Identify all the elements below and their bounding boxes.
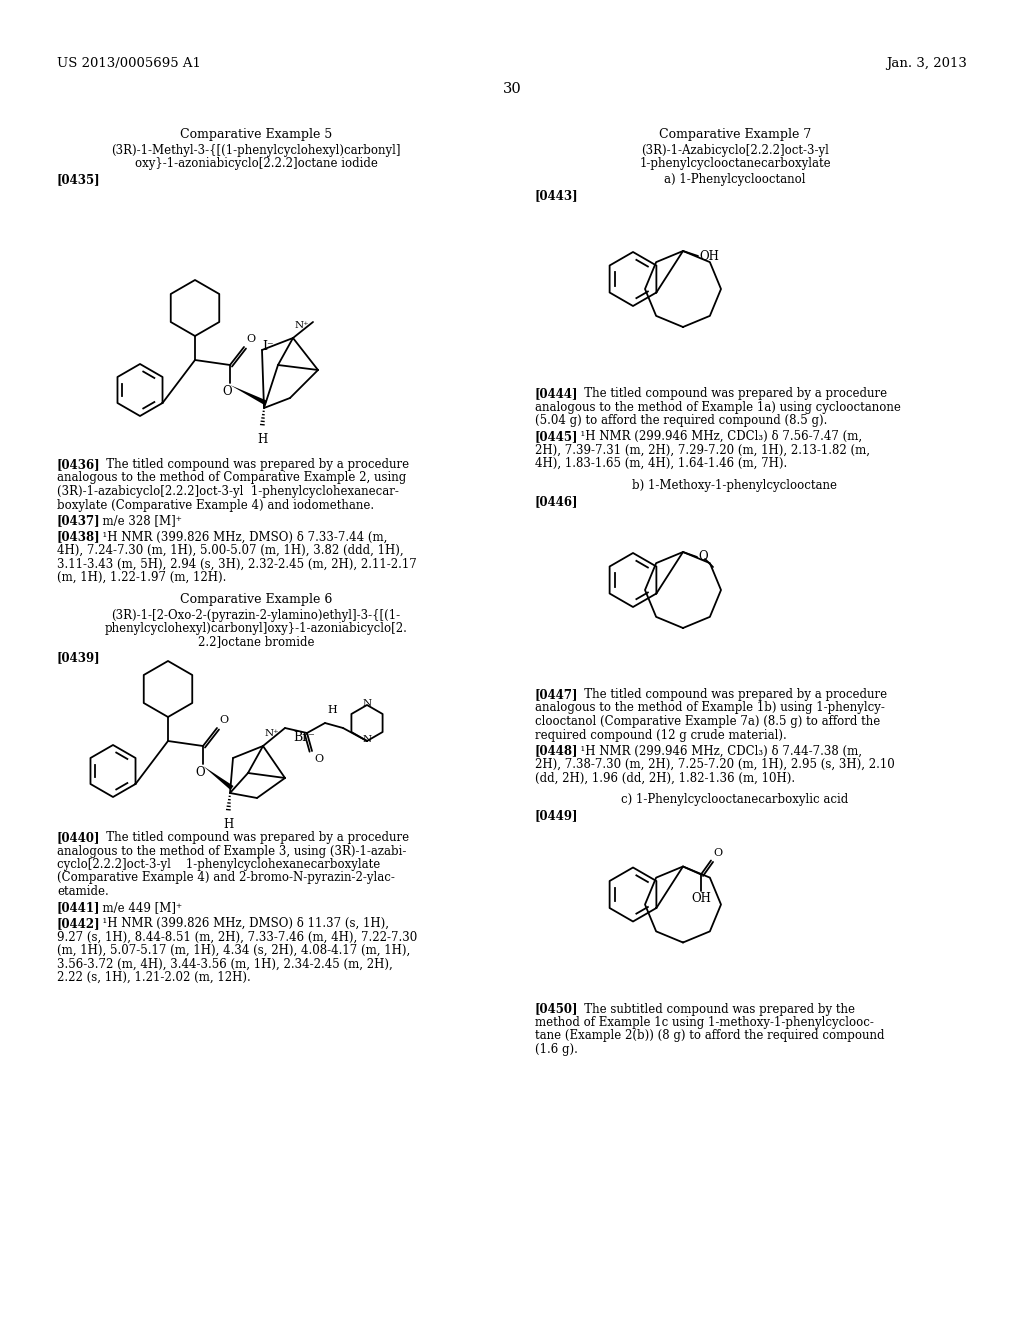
Text: cyclo[2.2.2]oct-3-yl    1-phenylcyclohexanecarboxylate: cyclo[2.2.2]oct-3-yl 1-phenylcyclohexane… [57, 858, 380, 871]
Text: [0441]: [0441] [57, 902, 100, 913]
Text: [0446]: [0446] [535, 495, 579, 508]
Text: Jan. 3, 2013: Jan. 3, 2013 [886, 57, 967, 70]
Text: H: H [327, 705, 337, 715]
Text: 2.22 (s, 1H), 1.21-2.02 (m, 12H).: 2.22 (s, 1H), 1.21-2.02 (m, 12H). [57, 972, 251, 983]
Text: [0447]: [0447] [535, 688, 579, 701]
Text: Comparative Example 6: Comparative Example 6 [180, 593, 332, 606]
Text: (3R)-1-Methyl-3-{[(1-phenylcyclohexyl)carbonyl]: (3R)-1-Methyl-3-{[(1-phenylcyclohexyl)ca… [112, 144, 400, 157]
Text: tane (Example 2(b)) (8 g) to afford the required compound: tane (Example 2(b)) (8 g) to afford the … [535, 1030, 885, 1043]
Text: oxy}-1-azoniabicyclo[2.2.2]octane iodide: oxy}-1-azoniabicyclo[2.2.2]octane iodide [134, 157, 378, 170]
Text: b) 1-Methoxy-1-phenylcyclooctane: b) 1-Methoxy-1-phenylcyclooctane [633, 479, 838, 492]
Text: analogous to the method of Example 1b) using 1-phenylcy-: analogous to the method of Example 1b) u… [535, 701, 885, 714]
Text: 2H), 7.39-7.31 (m, 2H), 7.29-7.20 (m, 1H), 2.13-1.82 (m,: 2H), 7.39-7.31 (m, 2H), 7.29-7.20 (m, 1H… [535, 444, 870, 457]
Text: The titled compound was prepared by a procedure: The titled compound was prepared by a pr… [573, 387, 887, 400]
Text: O: O [219, 715, 228, 725]
Text: US 2013/0005695 A1: US 2013/0005695 A1 [57, 57, 201, 70]
Text: O: O [314, 754, 324, 764]
Text: 3.56-3.72 (m, 4H), 3.44-3.56 (m, 1H), 2.34-2.45 (m, 2H),: 3.56-3.72 (m, 4H), 3.44-3.56 (m, 1H), 2.… [57, 957, 393, 970]
Text: (m, 1H), 5.07-5.17 (m, 1H), 4.34 (s, 2H), 4.08-4.17 (m, 1H),: (m, 1H), 5.07-5.17 (m, 1H), 4.34 (s, 2H)… [57, 944, 411, 957]
Text: N: N [362, 698, 372, 708]
Text: N⁺: N⁺ [295, 321, 309, 330]
Text: (3R)-1-azabicyclo[2.2.2]oct-3-yl  1-phenylcyclohexanecar-: (3R)-1-azabicyclo[2.2.2]oct-3-yl 1-pheny… [57, 484, 399, 498]
Text: [0438]: [0438] [57, 531, 100, 544]
Text: [0449]: [0449] [535, 809, 579, 822]
Text: OH: OH [699, 249, 719, 263]
Text: ¹H NMR (299.946 MHz, CDCl₃) δ 7.56-7.47 (m,: ¹H NMR (299.946 MHz, CDCl₃) δ 7.56-7.47 … [573, 430, 862, 444]
Polygon shape [230, 385, 267, 405]
Text: 2.2]octane bromide: 2.2]octane bromide [198, 635, 314, 648]
Text: O: O [698, 550, 708, 564]
Text: O: O [222, 385, 231, 399]
Text: 1-phenylcyclooctanecarboxylate: 1-phenylcyclooctanecarboxylate [639, 157, 830, 170]
Text: 4H), 7.24-7.30 (m, 1H), 5.00-5.07 (m, 1H), 3.82 (ddd, 1H),: 4H), 7.24-7.30 (m, 1H), 5.00-5.07 (m, 1H… [57, 544, 403, 557]
Text: 9.27 (s, 1H), 8.44-8.51 (m, 2H), 7.33-7.46 (m, 4H), 7.22-7.30: 9.27 (s, 1H), 8.44-8.51 (m, 2H), 7.33-7.… [57, 931, 417, 944]
Text: I⁻: I⁻ [262, 341, 273, 352]
Text: [0450]: [0450] [535, 1002, 579, 1015]
Text: required compound (12 g crude material).: required compound (12 g crude material). [535, 729, 786, 742]
Text: [0439]: [0439] [57, 651, 100, 664]
Text: (5.04 g) to afford the required compound (8.5 g).: (5.04 g) to afford the required compound… [535, 414, 827, 426]
Text: Br⁻: Br⁻ [293, 731, 314, 744]
Text: analogous to the method of Example 1a) using cyclooctanone: analogous to the method of Example 1a) u… [535, 400, 901, 413]
Text: H: H [257, 433, 267, 446]
Text: [0435]: [0435] [57, 173, 100, 186]
Text: H: H [223, 818, 233, 832]
Text: O: O [713, 847, 722, 858]
Text: (dd, 2H), 1.96 (dd, 2H), 1.82-1.36 (m, 10H).: (dd, 2H), 1.96 (dd, 2H), 1.82-1.36 (m, 1… [535, 771, 795, 784]
Text: m/e 328 [M]⁺: m/e 328 [M]⁺ [95, 515, 182, 528]
Text: m/e 449 [M]⁺: m/e 449 [M]⁺ [95, 902, 182, 913]
Text: Comparative Example 5: Comparative Example 5 [180, 128, 332, 141]
Text: 2H), 7.38-7.30 (m, 2H), 7.25-7.20 (m, 1H), 2.95 (s, 3H), 2.10: 2H), 7.38-7.30 (m, 2H), 7.25-7.20 (m, 1H… [535, 758, 895, 771]
Text: ¹H NMR (399.826 MHz, DMSO) δ 7.33-7.44 (m,: ¹H NMR (399.826 MHz, DMSO) δ 7.33-7.44 (… [95, 531, 387, 544]
Text: [0437]: [0437] [57, 515, 100, 528]
Text: The titled compound was prepared by a procedure: The titled compound was prepared by a pr… [95, 832, 410, 843]
Text: O: O [246, 334, 255, 345]
Text: [0444]: [0444] [535, 387, 579, 400]
Text: clooctanol (Comparative Example 7a) (8.5 g) to afford the: clooctanol (Comparative Example 7a) (8.5… [535, 715, 881, 729]
Text: [0448]: [0448] [535, 744, 579, 758]
Text: 4H), 1.83-1.65 (m, 4H), 1.64-1.46 (m, 7H).: 4H), 1.83-1.65 (m, 4H), 1.64-1.46 (m, 7H… [535, 457, 787, 470]
Text: (1.6 g).: (1.6 g). [535, 1043, 578, 1056]
Text: (m, 1H), 1.22-1.97 (m, 12H).: (m, 1H), 1.22-1.97 (m, 12H). [57, 572, 226, 583]
Text: (3R)-1-Azabicyclo[2.2.2]oct-3-yl: (3R)-1-Azabicyclo[2.2.2]oct-3-yl [641, 144, 829, 157]
Text: N: N [362, 734, 372, 743]
Text: The titled compound was prepared by a procedure: The titled compound was prepared by a pr… [95, 458, 410, 471]
Text: The titled compound was prepared by a procedure: The titled compound was prepared by a pr… [573, 688, 887, 701]
Text: c) 1-Phenylcyclooctanecarboxylic acid: c) 1-Phenylcyclooctanecarboxylic acid [622, 793, 849, 807]
Text: analogous to the method of Comparative Example 2, using: analogous to the method of Comparative E… [57, 471, 407, 484]
Polygon shape [203, 766, 233, 789]
Text: [0440]: [0440] [57, 832, 100, 843]
Text: ¹H NMR (299.946 MHz, CDCl₃) δ 7.44-7.38 (m,: ¹H NMR (299.946 MHz, CDCl₃) δ 7.44-7.38 … [573, 744, 862, 758]
Text: The subtitled compound was prepared by the: The subtitled compound was prepared by t… [573, 1002, 855, 1015]
Text: (Comparative Example 4) and 2-bromo-N-pyrazin-2-ylac-: (Comparative Example 4) and 2-bromo-N-py… [57, 871, 395, 884]
Text: a) 1-Phenylcyclooctanol: a) 1-Phenylcyclooctanol [665, 173, 806, 186]
Text: phenylcyclohexyl)carbonyl]oxy}-1-azoniabicyclo[2.: phenylcyclohexyl)carbonyl]oxy}-1-azoniab… [104, 622, 408, 635]
Text: [0442]: [0442] [57, 917, 100, 931]
Text: etamide.: etamide. [57, 884, 109, 898]
Text: ¹H NMR (399.826 MHz, DMSO) δ 11.37 (s, 1H),: ¹H NMR (399.826 MHz, DMSO) δ 11.37 (s, 1… [95, 917, 389, 931]
Text: O: O [195, 766, 205, 779]
Text: boxylate (Comparative Example 4) and iodomethane.: boxylate (Comparative Example 4) and iod… [57, 499, 374, 511]
Text: analogous to the method of Example 3, using (3R)-1-azabi-: analogous to the method of Example 3, us… [57, 845, 407, 858]
Text: OH: OH [691, 892, 711, 906]
Text: Comparative Example 7: Comparative Example 7 [658, 128, 811, 141]
Text: [0443]: [0443] [535, 189, 579, 202]
Text: (3R)-1-[2-Oxo-2-(pyrazin-2-ylamino)ethyl]-3-{[(1-: (3R)-1-[2-Oxo-2-(pyrazin-2-ylamino)ethyl… [112, 609, 400, 622]
Text: method of Example 1c using 1-methoxy-1-phenylcyclooc-: method of Example 1c using 1-methoxy-1-p… [535, 1016, 873, 1030]
Text: [0436]: [0436] [57, 458, 100, 471]
Text: 30: 30 [503, 82, 521, 96]
Text: [0445]: [0445] [535, 430, 579, 444]
Text: N⁺: N⁺ [265, 729, 280, 738]
Text: 3.11-3.43 (m, 5H), 2.94 (s, 3H), 2.32-2.45 (m, 2H), 2.11-2.17: 3.11-3.43 (m, 5H), 2.94 (s, 3H), 2.32-2.… [57, 557, 417, 570]
